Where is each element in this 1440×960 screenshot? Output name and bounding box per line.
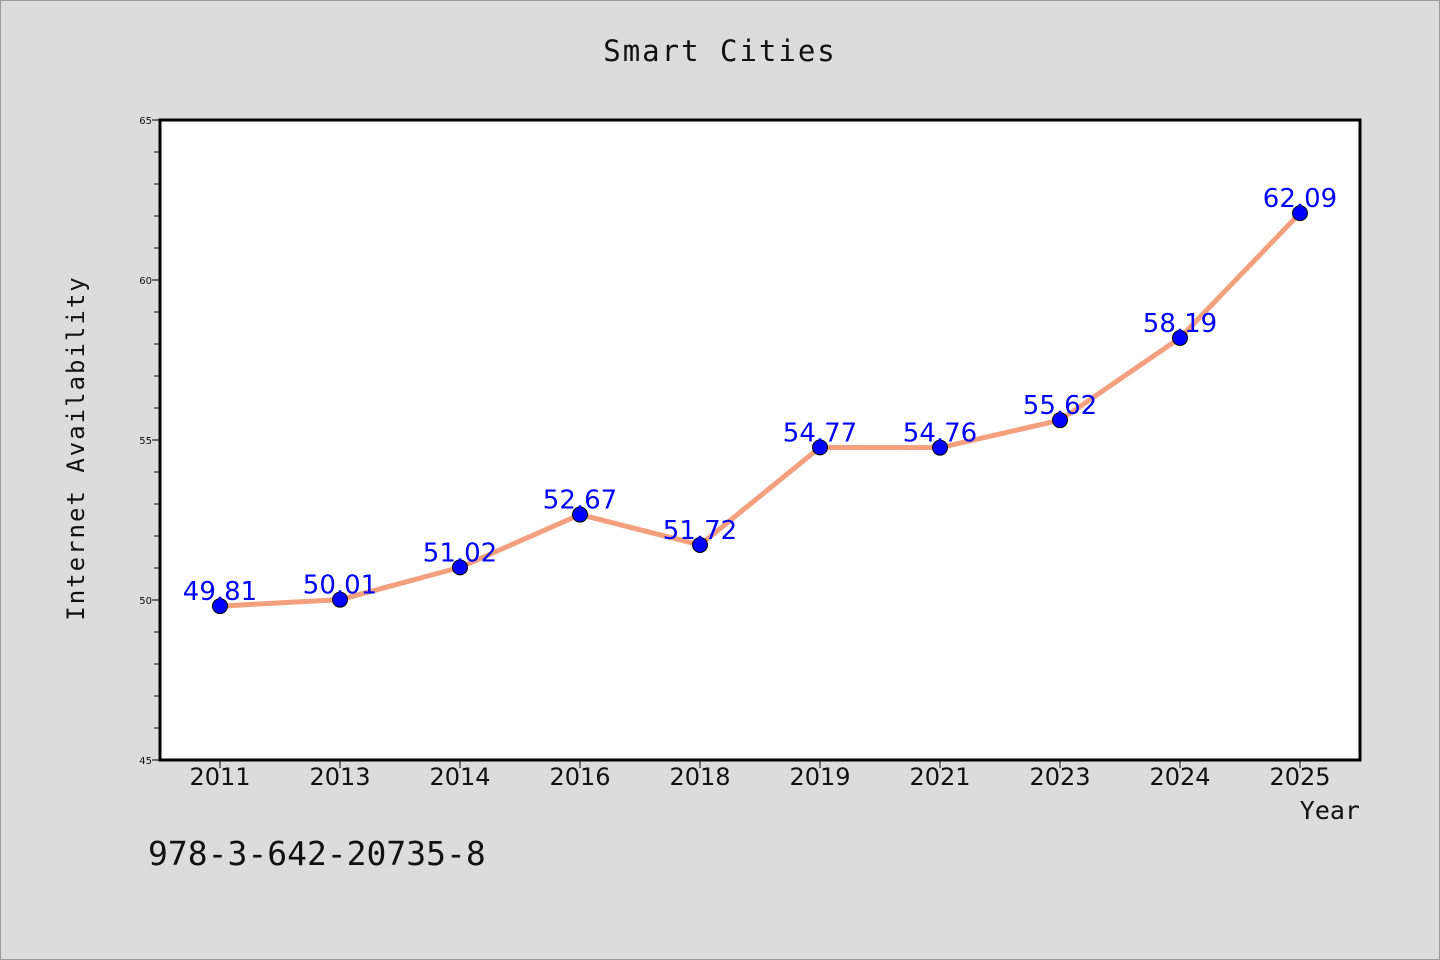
data-label: 62.09: [1263, 184, 1337, 214]
y-tick-label: 55: [139, 436, 152, 447]
data-point: [692, 536, 708, 553]
data-point: [332, 591, 348, 608]
data-label: 55.62: [1023, 391, 1097, 421]
x-tick-label: 2019: [789, 763, 850, 791]
chart-title: Smart Cities: [603, 34, 837, 68]
series-line: [217, 210, 1303, 609]
data-label: 50.01: [303, 571, 377, 601]
x-tick-label: 2018: [669, 763, 730, 791]
x-tick-label: 2016: [549, 763, 610, 791]
x-tick-label: 2025: [1269, 763, 1330, 791]
data-point: [212, 598, 228, 615]
y-tick-label: 50: [139, 596, 152, 607]
x-tick-label: 2024: [1149, 763, 1210, 791]
data-point: [452, 559, 468, 576]
y-tick-label: 60: [139, 276, 152, 287]
data-point: [1292, 205, 1308, 222]
data-point: [812, 439, 828, 456]
x-tick-label: 2013: [309, 763, 370, 791]
data-label: 54.76: [903, 419, 977, 449]
y-tick-label: 65: [139, 116, 152, 127]
isbn-footer: 978-3-642-20735-8: [148, 834, 486, 873]
data-point: [1172, 329, 1188, 346]
data-label: 51.72: [663, 516, 737, 546]
data-label: 54.77: [783, 418, 857, 448]
x-tick-label: 2011: [189, 763, 250, 791]
y-tick-label: 45: [139, 756, 152, 767]
data-label: 51.02: [423, 538, 497, 568]
x-axis-label: Year: [1299, 796, 1360, 825]
data-point: [932, 439, 948, 456]
x-tick-label: 2021: [909, 763, 970, 791]
x-tick-label: 2023: [1029, 763, 1090, 791]
x-tick-label: 2014: [429, 763, 490, 791]
data-label: 49.81: [183, 577, 257, 607]
data-point: [572, 506, 588, 523]
data-point: [1052, 412, 1068, 429]
data-label: 52.67: [543, 486, 617, 516]
plot-area: [158, 118, 1362, 762]
data-label: 58.19: [1143, 309, 1217, 339]
